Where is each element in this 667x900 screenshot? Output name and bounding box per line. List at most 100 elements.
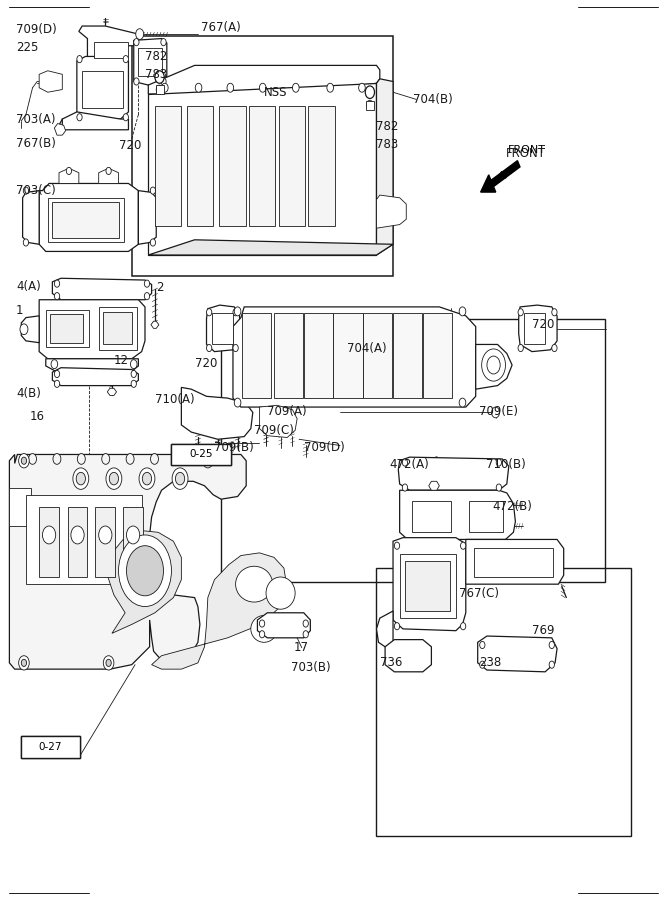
Circle shape [480, 642, 485, 649]
Circle shape [205, 457, 211, 464]
Circle shape [518, 309, 524, 316]
Circle shape [480, 662, 485, 668]
Circle shape [55, 292, 59, 300]
Circle shape [175, 472, 185, 485]
Polygon shape [257, 613, 310, 638]
Ellipse shape [266, 577, 295, 609]
Circle shape [207, 345, 212, 352]
Ellipse shape [235, 566, 273, 602]
Polygon shape [79, 26, 140, 64]
Polygon shape [39, 184, 138, 251]
Polygon shape [519, 305, 557, 352]
Text: 767(A): 767(A) [201, 22, 241, 34]
Text: 704(A): 704(A) [347, 341, 386, 355]
Polygon shape [134, 39, 167, 86]
Text: NSS: NSS [264, 86, 287, 99]
Bar [103, 312, 133, 345]
Circle shape [150, 187, 155, 194]
Polygon shape [398, 457, 509, 490]
Bar [155, 105, 181, 227]
Polygon shape [107, 388, 117, 395]
Text: 703(A): 703(A) [16, 112, 55, 126]
Circle shape [106, 468, 122, 490]
Polygon shape [148, 239, 393, 255]
Bar [26, 495, 141, 584]
FancyArrow shape [481, 160, 520, 192]
Polygon shape [148, 84, 376, 255]
Circle shape [109, 472, 119, 485]
Circle shape [161, 78, 166, 86]
Text: 720: 720 [119, 140, 141, 152]
Circle shape [19, 454, 29, 468]
Bar [469, 501, 504, 532]
Bar [95, 508, 115, 577]
Polygon shape [476, 345, 512, 389]
Polygon shape [207, 305, 239, 352]
Polygon shape [385, 640, 432, 671]
Bar [155, 86, 163, 94]
Circle shape [144, 292, 149, 300]
Polygon shape [148, 66, 380, 94]
Circle shape [142, 472, 151, 485]
Polygon shape [21, 316, 39, 343]
Polygon shape [99, 168, 119, 184]
Circle shape [199, 454, 207, 464]
Bar [132, 36, 393, 275]
Circle shape [123, 56, 129, 63]
Text: 767(C): 767(C) [459, 587, 499, 599]
Polygon shape [400, 491, 516, 539]
Circle shape [23, 238, 29, 246]
Circle shape [259, 631, 265, 638]
Text: 4(B): 4(B) [16, 387, 41, 400]
Circle shape [127, 526, 139, 544]
Bar [9, 489, 31, 526]
Circle shape [367, 100, 374, 109]
Circle shape [126, 454, 134, 464]
Circle shape [131, 360, 137, 369]
Circle shape [496, 459, 502, 466]
Circle shape [402, 484, 408, 491]
Bar [67, 508, 87, 577]
Circle shape [76, 472, 85, 485]
Circle shape [135, 29, 143, 40]
Bar [279, 105, 305, 227]
Bar [274, 313, 303, 398]
Circle shape [460, 542, 466, 549]
Bar [303, 313, 333, 398]
Bar [212, 313, 233, 345]
Circle shape [155, 71, 164, 84]
Text: 472(B): 472(B) [492, 500, 532, 513]
Polygon shape [393, 537, 466, 631]
Circle shape [175, 454, 183, 464]
Circle shape [233, 309, 238, 316]
Polygon shape [233, 307, 476, 407]
Circle shape [77, 113, 82, 121]
Circle shape [144, 280, 149, 287]
Circle shape [55, 371, 59, 378]
Polygon shape [478, 636, 557, 671]
Bar [423, 313, 452, 398]
Polygon shape [151, 553, 287, 669]
Text: 720: 720 [195, 356, 217, 370]
Circle shape [102, 454, 109, 464]
Polygon shape [55, 123, 65, 135]
Text: 12: 12 [113, 354, 128, 367]
Circle shape [207, 309, 212, 316]
Circle shape [552, 309, 557, 316]
Circle shape [106, 660, 111, 667]
Bar [334, 313, 363, 398]
Polygon shape [259, 405, 297, 437]
Circle shape [496, 484, 502, 491]
Circle shape [119, 535, 171, 607]
Text: 782: 782 [145, 50, 167, 63]
Circle shape [53, 454, 61, 464]
Circle shape [492, 407, 500, 418]
Polygon shape [39, 71, 62, 92]
Circle shape [394, 542, 400, 549]
Circle shape [134, 78, 139, 86]
Bar [474, 548, 553, 577]
Circle shape [77, 56, 82, 63]
Circle shape [359, 84, 366, 92]
Bar [53, 202, 119, 238]
Circle shape [233, 345, 238, 352]
